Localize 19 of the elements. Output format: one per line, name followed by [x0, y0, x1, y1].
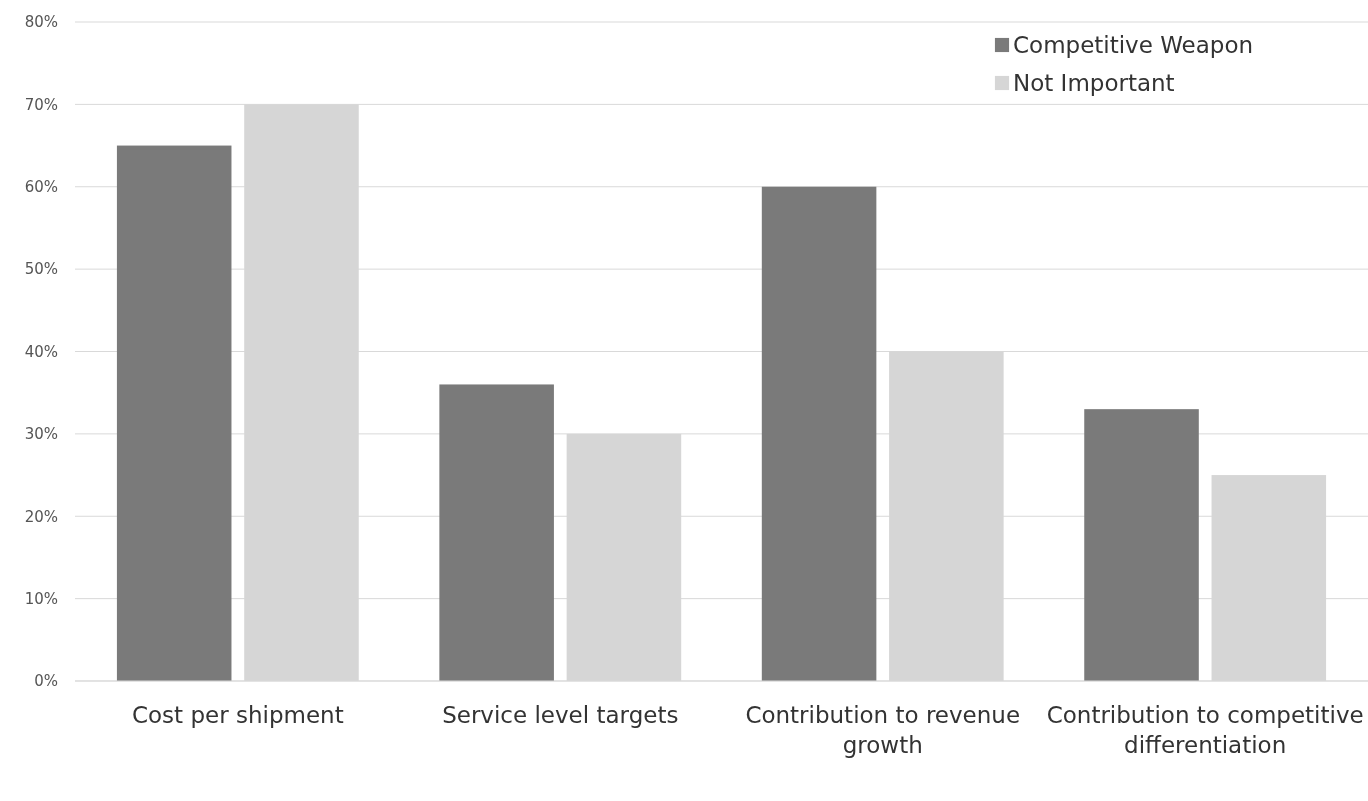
x-tick-label: Cost per shipment — [132, 702, 344, 728]
legend-label: Not Important — [1013, 70, 1175, 97]
y-tick-label: 50% — [24, 260, 58, 279]
bar — [439, 384, 554, 681]
y-tick-label: 0% — [34, 672, 58, 691]
y-tick-label: 30% — [24, 425, 58, 444]
y-tick-label: 80% — [24, 13, 58, 32]
bar — [761, 186, 877, 681]
x-tick-label: Contribution to competitive differentiation — [1046, 702, 1364, 758]
y-tick-label: 40% — [24, 342, 58, 361]
y-tick-label: 20% — [24, 507, 58, 526]
bar — [1084, 409, 1199, 681]
bar — [116, 145, 232, 681]
y-tick-label: 60% — [24, 178, 58, 197]
x-tick-label: Contribution to revenue growth — [745, 702, 1021, 758]
x-tick-label: Service level targets — [442, 702, 679, 728]
legend-label: Competitive Weapon — [1013, 32, 1254, 59]
y-tick-label: 70% — [24, 95, 58, 114]
y-tick-label: 10% — [24, 589, 58, 608]
